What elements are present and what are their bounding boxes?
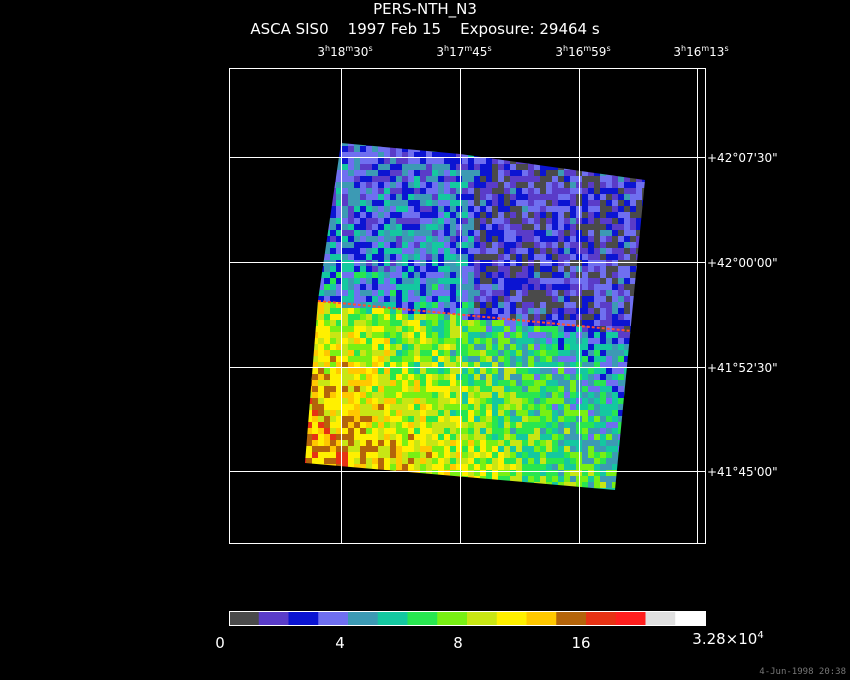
colorbar-segment [258, 611, 289, 625]
colorbar-segment [407, 611, 438, 625]
colorbar-segment [229, 611, 260, 625]
x-ray-intensity-map [305, 143, 645, 490]
colorbar-segment [348, 611, 379, 625]
colorbar-segment [645, 611, 676, 625]
coordinate-grid [229, 68, 705, 543]
colorbar-segment [318, 611, 349, 625]
colorbar-segment [586, 611, 617, 625]
dec-tick-label: +42°00'00" [707, 256, 778, 270]
colorbar-tick-label: 16 [571, 634, 591, 652]
colorbar-segment [467, 611, 498, 625]
colorbar-segment [496, 611, 527, 625]
colorbar-segment [437, 611, 468, 625]
ra-tick-label: 3h16m59s [555, 44, 611, 59]
observation-subtitle: ASCA SIS0 1997 Feb 15 Exposure: 29464 s [250, 20, 600, 38]
dec-tick-label: +41°52'30" [707, 361, 778, 375]
colorbar-segment [615, 611, 646, 625]
colorbar-segment [377, 611, 408, 625]
colorbar-max-label: 3.28×104 [692, 630, 764, 648]
plot-frame [229, 68, 706, 544]
colorbar-segment [675, 611, 706, 625]
ra-tick-label: 3h16m13s [673, 44, 729, 59]
image-title: PERS-NTH_N3 [373, 0, 477, 18]
colorbar-segment [556, 611, 587, 625]
dec-tick-label: +42°07'30" [707, 151, 778, 165]
timestamp: 4-Jun-1998 20:38 [759, 667, 846, 677]
dec-tick-label: +41°45'00" [707, 465, 778, 479]
colorbar-tick-label: 4 [335, 634, 345, 652]
colorbar-tick-label: 0 [215, 634, 225, 652]
colorbar-segment [526, 611, 557, 625]
colorbar-segment [288, 611, 319, 625]
colorbar-tick-label: 8 [453, 634, 463, 652]
ra-tick-label: 3h17m45s [436, 44, 492, 59]
ra-tick-label: 3h18m30s [317, 44, 373, 59]
colorbar [229, 611, 706, 626]
